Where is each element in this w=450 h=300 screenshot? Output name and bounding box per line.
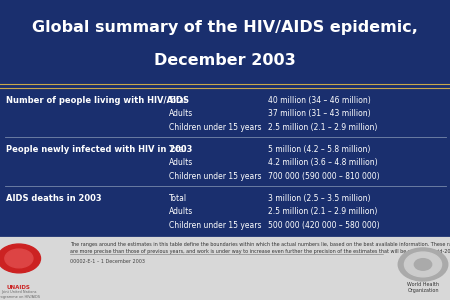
Bar xyxy=(0,235,450,300)
Text: 4.2 million (3.6 – 4.8 million): 4.2 million (3.6 – 4.8 million) xyxy=(268,158,378,167)
Text: 40 million (34 – 46 million): 40 million (34 – 46 million) xyxy=(268,96,370,105)
Text: 700 000 (590 000 – 810 000): 700 000 (590 000 – 810 000) xyxy=(268,172,379,181)
Text: Children under 15 years: Children under 15 years xyxy=(169,221,261,230)
Circle shape xyxy=(0,244,40,273)
Circle shape xyxy=(405,252,441,277)
Text: 5 million (4.2 – 5.8 million): 5 million (4.2 – 5.8 million) xyxy=(268,145,370,154)
Text: 00002-E-1 – 1 December 2003: 00002-E-1 – 1 December 2003 xyxy=(70,259,145,264)
Circle shape xyxy=(414,259,432,270)
Circle shape xyxy=(398,248,448,281)
Text: 37 million (31 – 43 million): 37 million (31 – 43 million) xyxy=(268,110,370,118)
Text: Adults: Adults xyxy=(169,207,193,216)
Text: World Health
Organization: World Health Organization xyxy=(407,282,439,293)
Text: 2.5 million (2.1 – 2.9 million): 2.5 million (2.1 – 2.9 million) xyxy=(268,207,377,216)
Bar xyxy=(0,88,450,235)
Text: UNAIDS: UNAIDS xyxy=(7,285,31,290)
Text: Total: Total xyxy=(169,145,187,154)
Text: Total: Total xyxy=(169,194,187,203)
Text: Children under 15 years: Children under 15 years xyxy=(169,123,261,132)
Text: Total: Total xyxy=(169,96,187,105)
Text: are more precise than those of previous years, and work is under way to increase: are more precise than those of previous … xyxy=(70,249,450,254)
Text: Global summary of the HIV/AIDS epidemic,: Global summary of the HIV/AIDS epidemic, xyxy=(32,20,418,35)
Text: 500 000 (420 000 – 580 000): 500 000 (420 000 – 580 000) xyxy=(268,221,379,230)
Bar xyxy=(0,0,450,88)
Circle shape xyxy=(5,249,33,268)
Text: Adults: Adults xyxy=(169,110,193,118)
Text: The ranges around the estimates in this table define the boundaries within which: The ranges around the estimates in this … xyxy=(70,242,450,247)
Text: Adults: Adults xyxy=(169,158,193,167)
Text: Children under 15 years: Children under 15 years xyxy=(169,172,261,181)
Text: Joint United Nations
Programme on HIV/AIDS: Joint United Nations Programme on HIV/AI… xyxy=(0,290,40,299)
Text: People newly infected with HIV in 2003: People newly infected with HIV in 2003 xyxy=(6,145,192,154)
Text: 2.5 million (2.1 – 2.9 million): 2.5 million (2.1 – 2.9 million) xyxy=(268,123,377,132)
Text: Number of people living with HIV/AIDS: Number of people living with HIV/AIDS xyxy=(6,96,189,105)
Text: December 2003: December 2003 xyxy=(154,53,296,68)
Text: 3 million (2.5 – 3.5 million): 3 million (2.5 – 3.5 million) xyxy=(268,194,370,203)
Text: AIDS deaths in 2003: AIDS deaths in 2003 xyxy=(6,194,101,203)
